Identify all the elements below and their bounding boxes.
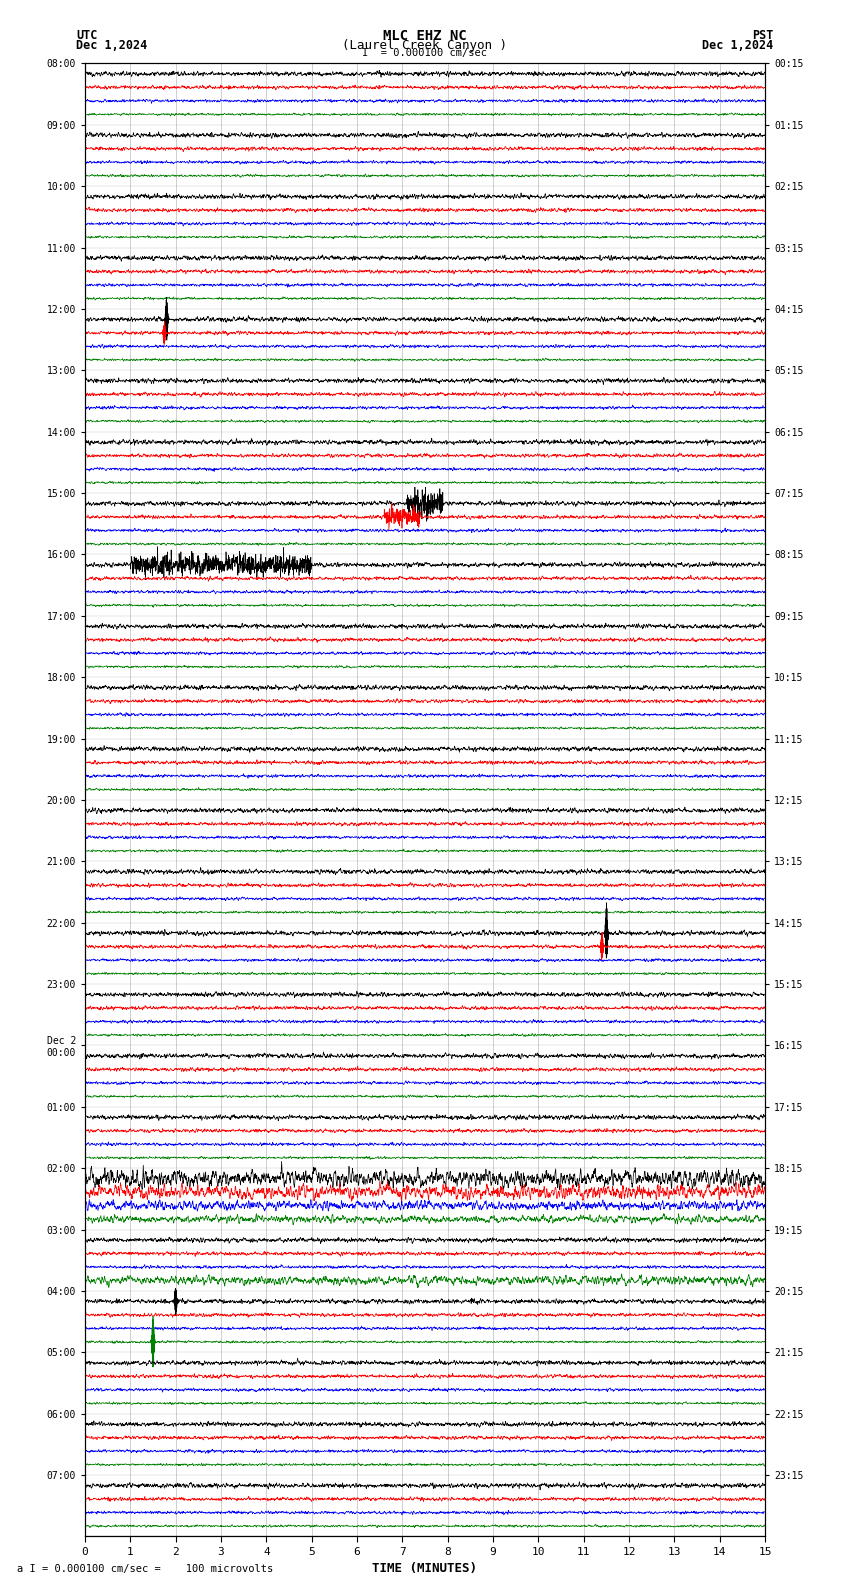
Text: UTC: UTC [76, 29, 98, 43]
Text: MLC EHZ NC: MLC EHZ NC [383, 29, 467, 43]
Text: PST: PST [752, 29, 774, 43]
Text: a I = 0.000100 cm/sec =    100 microvolts: a I = 0.000100 cm/sec = 100 microvolts [17, 1565, 273, 1574]
X-axis label: TIME (MINUTES): TIME (MINUTES) [372, 1562, 478, 1576]
Text: (Laurel Creek Canyon ): (Laurel Creek Canyon ) [343, 38, 507, 52]
Text: Dec 1,2024: Dec 1,2024 [702, 38, 774, 52]
Text: I  = 0.000100 cm/sec: I = 0.000100 cm/sec [362, 48, 488, 59]
Text: Dec 1,2024: Dec 1,2024 [76, 38, 148, 52]
